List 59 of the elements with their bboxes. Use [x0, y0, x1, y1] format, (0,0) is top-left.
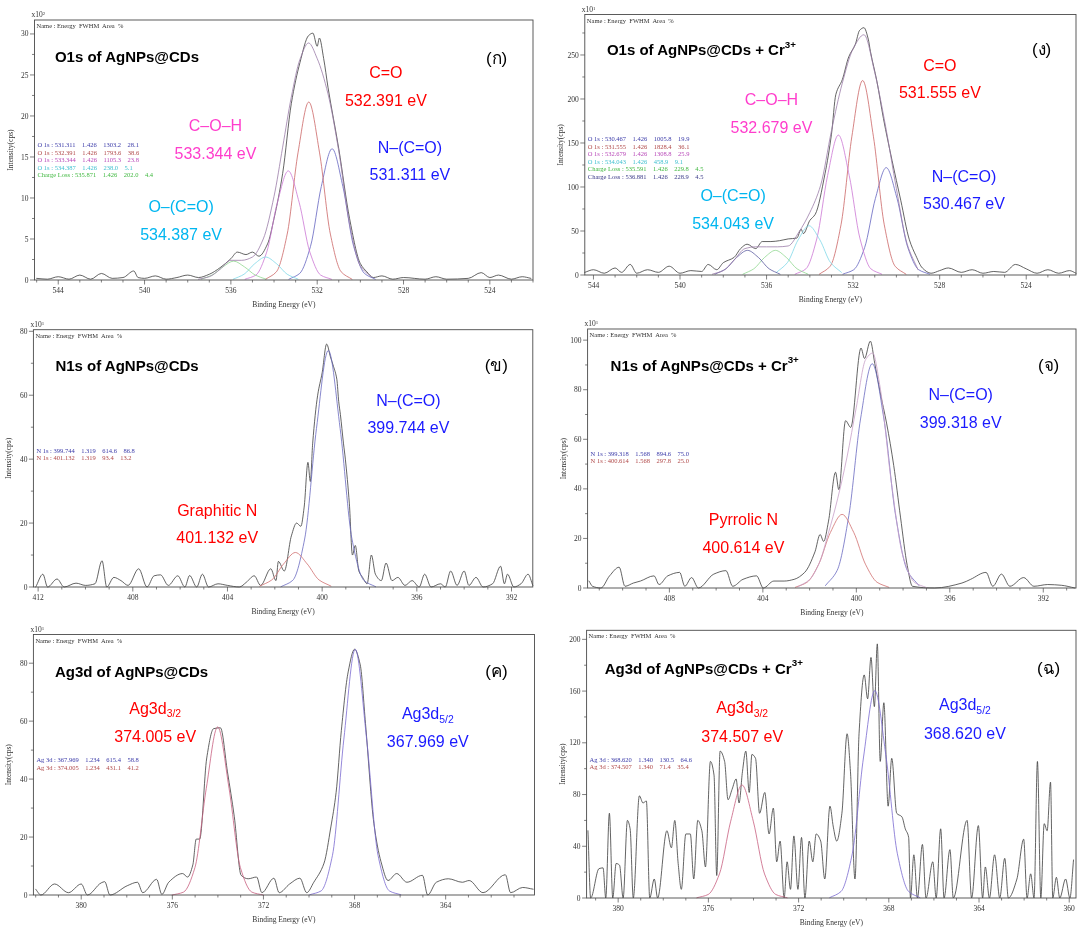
annotation: C=O — [923, 57, 957, 75]
annotation: O–(C=O) — [148, 197, 214, 215]
annotation: 401.132 eV — [176, 528, 259, 546]
annotation: (ก) — [485, 49, 508, 68]
line-series — [35, 343, 534, 588]
line-series — [794, 134, 883, 275]
annotation: C–O–H — [188, 117, 243, 135]
line-series — [36, 32, 532, 280]
text: O1s of AgNPs@CDs — [54, 48, 200, 66]
annotation: N–(C=O) — [377, 138, 443, 156]
annotation: 534.043 eV — [692, 214, 775, 232]
line-series — [244, 170, 332, 280]
annotation: (ง) — [1031, 40, 1052, 60]
annotation: Ag3d$_{3/2}$ — [129, 699, 182, 719]
annotation: Graphitic N — [177, 501, 258, 519]
annotation: N–(C=O) — [931, 168, 997, 185]
annotation: 374.507 eV — [701, 728, 784, 746]
annotation: N–(C=O) — [928, 386, 993, 403]
text: Ag3d of AgNPs@CDs — [54, 663, 209, 681]
annotation: O–(C=O) — [700, 187, 766, 205]
annotation: Pyrrolic N — [708, 510, 779, 528]
annotation: 534.387 eV — [140, 226, 223, 243]
annotation: 400.614 eV — [702, 538, 785, 556]
text: N1s of AgNPs@CDs + Cr$^{3+}$ — [610, 354, 800, 374]
annotation: N–(C=O) — [376, 391, 441, 409]
annotation: (จ) — [1037, 355, 1060, 375]
annotation: 531.311 eV — [369, 165, 451, 183]
annotation: 399.744 eV — [367, 418, 450, 436]
annotation: Ag3d$_{5/2}$ — [938, 696, 992, 716]
line-series — [587, 643, 1074, 899]
line-series — [696, 784, 788, 899]
line-series — [829, 690, 921, 899]
annotation: 374.005 eV — [114, 728, 197, 746]
text: N1s of AgNPs@CDs — [55, 356, 199, 374]
line-series — [776, 225, 842, 273]
annotation: Ag3d$_{3/2}$ — [716, 699, 769, 719]
annotation: C=O — [369, 63, 403, 81]
annotation: 368.620 eV — [923, 724, 1007, 742]
annotation: (ข) — [484, 355, 508, 375]
annotation: 531.555 eV — [898, 84, 982, 102]
line-series — [794, 513, 890, 588]
annotation: 532.679 eV — [730, 119, 813, 137]
annotation: (ฉ) — [1036, 658, 1061, 678]
text: Ag3d of AgNPs@CDs + Cr$^{3+}$ — [604, 657, 804, 677]
annotation: 533.344 eV — [174, 144, 257, 162]
line-series — [232, 256, 299, 280]
line-series — [259, 552, 332, 587]
line-series — [825, 363, 920, 586]
annotation: Ag3d$_{5/2}$ — [401, 705, 454, 725]
line-series — [35, 648, 534, 896]
line-series — [742, 249, 809, 275]
annotation: 367.969 eV — [386, 732, 470, 750]
annotation: (ค) — [485, 662, 508, 682]
annotation: 530.467 eV — [923, 195, 1006, 213]
line-series — [584, 27, 1077, 274]
annotation: 399.318 eV — [919, 413, 1002, 431]
annotation: 532.391 eV — [344, 91, 428, 109]
text: O1s of AgNPs@CDs + Cr$^{3+}$ — [606, 38, 797, 59]
annotation: C–O–H — [744, 91, 799, 109]
